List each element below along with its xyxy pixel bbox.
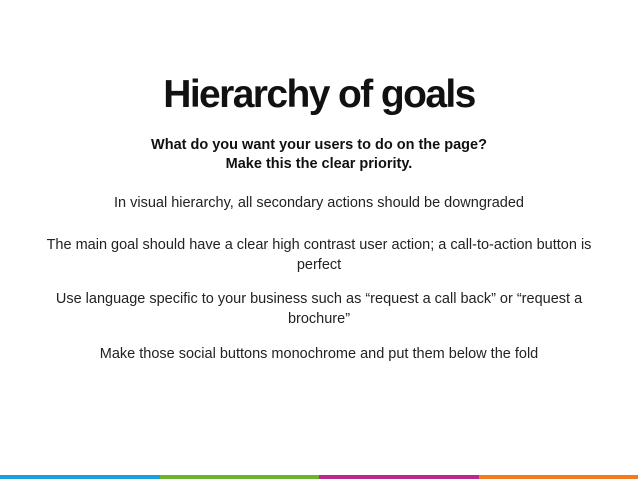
- footer-segment-magenta: [319, 475, 479, 479]
- paragraph-secondary-actions: In visual hierarchy, all secondary actio…: [113, 195, 524, 211]
- paragraph-social-buttons: Make those social buttons monochrome and…: [99, 346, 539, 362]
- paragraph-main-goal: The main goal should have a clear high c…: [46, 237, 592, 273]
- subtitle-line-1: What do you want your users to do on the…: [151, 137, 487, 153]
- footer-segment-orange: [478, 475, 638, 479]
- footer-segment-green: [159, 475, 319, 479]
- subtitle-line-2: Make this the clear priority.: [225, 156, 413, 172]
- footer-segment-blue: [0, 475, 160, 479]
- slide-title: Hierarchy of goals: [163, 73, 476, 116]
- footer-color-bar: [0, 475, 638, 479]
- paragraph-language: Use language specific to your business s…: [55, 291, 583, 327]
- slide-subtitle: What do you want your users to do on the…: [0, 136, 638, 174]
